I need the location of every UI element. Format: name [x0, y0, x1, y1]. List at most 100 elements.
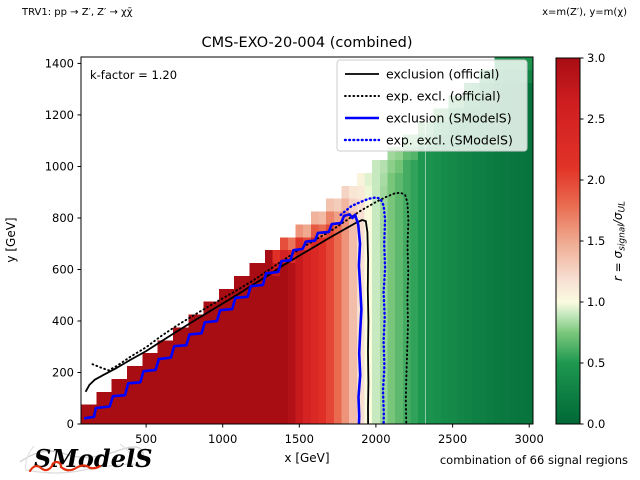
heatmap-cell [310, 263, 319, 276]
heatmap-cell [234, 391, 242, 405]
heatmap-cell [264, 288, 273, 302]
heatmap-cell [433, 198, 442, 212]
heatmap-cell [464, 263, 472, 276]
heatmap-cell [142, 417, 150, 424]
heatmap-cell [295, 263, 304, 276]
heatmap-cell [448, 160, 457, 173]
heatmap-cell [502, 340, 511, 354]
heatmap-cell [287, 353, 296, 367]
heatmap-cell [395, 198, 403, 212]
x-axis-label: x [GeV] [284, 451, 329, 465]
heatmap-cell [103, 417, 112, 424]
heatmap-cell [165, 417, 173, 424]
heatmap-cell [464, 340, 472, 354]
heatmap-cell [517, 237, 526, 251]
heatmap-cell [395, 263, 403, 276]
heatmap-cell [410, 198, 419, 212]
heatmap-cell [318, 301, 327, 315]
heatmap-cell [349, 275, 357, 289]
heatmap-cell [126, 417, 135, 424]
heatmap-cell [257, 340, 265, 354]
heatmap-cell [226, 366, 235, 379]
heatmap-cell [333, 327, 342, 341]
heatmap-cell [464, 366, 472, 379]
heatmap-cell [425, 250, 434, 264]
heatmap-cell [525, 198, 533, 212]
heatmap-cell [257, 378, 265, 392]
heatmap-cell [448, 224, 457, 238]
heatmap-cell [249, 327, 258, 341]
heatmap-cell [487, 378, 495, 392]
heatmap-cell [142, 378, 150, 392]
heatmap-cell [96, 417, 104, 424]
heatmap-cell [471, 353, 480, 367]
heatmap-cell [372, 314, 380, 328]
heatmap-cell [249, 404, 258, 418]
heatmap-cell [249, 275, 258, 289]
heatmap-cell [103, 404, 112, 418]
heatmap-cell [479, 288, 488, 302]
heatmap-cell [433, 366, 442, 379]
heatmap-cell [318, 237, 327, 251]
heatmap-cell [195, 366, 204, 379]
heatmap-cell [287, 417, 296, 424]
heatmap-cell [456, 263, 465, 276]
heatmap-cell [249, 263, 258, 276]
heatmap-cell [326, 314, 334, 328]
heatmap-cell [81, 404, 89, 418]
heatmap-cell [295, 314, 304, 328]
heatmap-cell [517, 224, 526, 238]
heatmap-cell [326, 288, 334, 302]
heatmap-cell [487, 288, 495, 302]
heatmap-cell [264, 314, 273, 328]
heatmap-cell [134, 417, 143, 424]
heatmap-cell [272, 301, 281, 315]
heatmap-cell [203, 404, 212, 418]
heatmap-cell [272, 314, 281, 328]
heatmap-cell [295, 404, 304, 418]
heatmap-cell [280, 263, 288, 276]
heatmap-cell [494, 147, 503, 161]
heatmap-cell [525, 82, 533, 96]
heatmap-cell [387, 404, 396, 418]
heatmap-cell [195, 314, 204, 328]
heatmap-cell [211, 340, 219, 354]
heatmap-cell [464, 250, 472, 264]
heatmap-cell [157, 378, 166, 392]
heatmap-cell [471, 224, 480, 238]
heatmap-cell [303, 224, 311, 238]
heatmap-cell [464, 314, 472, 328]
heatmap-cell [341, 224, 350, 238]
heatmap-cell [479, 327, 488, 341]
heatmap-cell [402, 263, 411, 276]
heatmap-cell [295, 237, 304, 251]
x-tick-label: 500 [135, 432, 157, 446]
heatmap-cell [433, 327, 442, 341]
heatmap-cell [479, 198, 488, 212]
heatmap-cell [295, 366, 304, 379]
heatmap-cell [226, 353, 235, 367]
heatmap-cell [433, 288, 442, 302]
heatmap-cell [349, 250, 357, 264]
heatmap-cell [372, 185, 380, 199]
heatmap-cell [195, 391, 204, 405]
heatmap-cell [471, 237, 480, 251]
heatmap-cell [234, 353, 242, 367]
heatmap-cell [525, 250, 533, 264]
heatmap-cell [487, 301, 495, 315]
heatmap-cell [264, 327, 273, 341]
heatmap-cell [456, 147, 465, 161]
heatmap-cell [487, 314, 495, 328]
heatmap-cell [494, 417, 503, 424]
heatmap-cell [425, 417, 434, 424]
heatmap-cell [502, 211, 511, 225]
heatmap-cell [211, 366, 219, 379]
heatmap-cell [226, 340, 235, 354]
heatmap-cell [402, 301, 411, 315]
heatmap-cell [287, 275, 296, 289]
heatmap-cell [349, 378, 357, 392]
heatmap-cell [510, 391, 518, 405]
heatmap-cell [341, 198, 350, 212]
heatmap-cell [364, 185, 373, 199]
heatmap-cell [402, 391, 411, 405]
